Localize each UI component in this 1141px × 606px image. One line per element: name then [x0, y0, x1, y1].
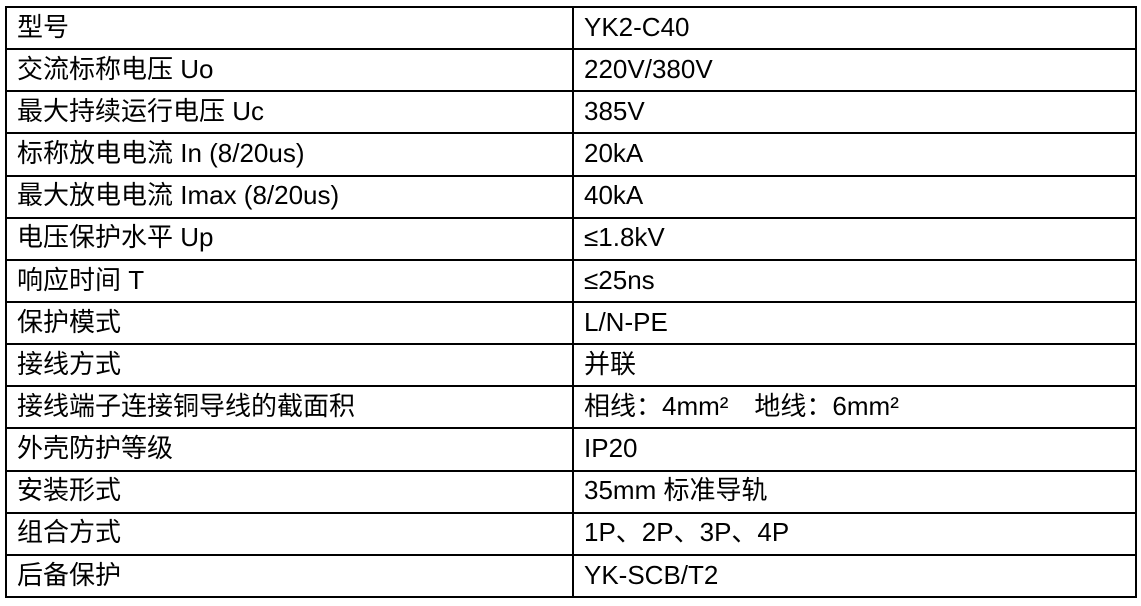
spec-label-cell: 型号 — [5, 5, 574, 51]
spec-label-cell: 电压保护水平 Up — [5, 216, 574, 261]
table-row: 接线方式 并联 — [5, 343, 1137, 388]
spec-label-cell: 交流标称电压 Uo — [5, 48, 574, 93]
spec-label-cell: 响应时间 T — [5, 258, 574, 303]
table-row: 组合方式 1P、2P、3P、4P — [5, 511, 1137, 556]
spec-value-cell: 220V/380V — [572, 48, 1137, 93]
spec-table: 型号 YK2-C40 交流标称电压 Uo 220V/380V 最大持续运行电压 … — [5, 5, 1137, 599]
spec-value-cell: 40kA — [572, 174, 1137, 219]
spec-label-cell: 外壳防护等级 — [5, 427, 574, 472]
spec-value-cell: 并联 — [572, 343, 1137, 388]
table-row: 型号 YK2-C40 — [5, 5, 1137, 51]
table-row: 安装形式 35mm 标准导轨 — [5, 469, 1137, 514]
spec-label-cell: 安装形式 — [5, 469, 574, 514]
spec-label-cell: 后备保护 — [5, 553, 574, 599]
spec-value-cell: 35mm 标准导轨 — [572, 469, 1137, 514]
table-row: 最大放电电流 Imax (8/20us) 40kA — [5, 174, 1137, 219]
spec-label-cell: 接线方式 — [5, 343, 574, 388]
table-row: 外壳防护等级 IP20 — [5, 427, 1137, 472]
spec-value-cell: L/N-PE — [572, 300, 1137, 346]
spec-value-cell: YK-SCB/T2 — [572, 553, 1137, 599]
spec-label-cell: 最大放电电流 Imax (8/20us) — [5, 174, 574, 219]
spec-value-cell: ≤25ns — [572, 258, 1137, 303]
spec-value-cell: 相线：4mm² 地线：6mm² — [572, 385, 1137, 430]
spec-value-cell: 20kA — [572, 132, 1137, 177]
spec-value-cell: YK2-C40 — [572, 5, 1137, 51]
spec-value-cell: ≤1.8kV — [572, 216, 1137, 261]
spec-value-cell: 385V — [572, 90, 1137, 135]
spec-value-cell: 1P、2P、3P、4P — [572, 511, 1137, 556]
spec-value-cell: IP20 — [572, 427, 1137, 472]
spec-label-cell: 保护模式 — [5, 300, 574, 346]
table-row: 保护模式 L/N-PE — [5, 300, 1137, 346]
table-row: 响应时间 T ≤25ns — [5, 258, 1137, 303]
table-row: 最大持续运行电压 Uc 385V — [5, 90, 1137, 135]
spec-label-cell: 最大持续运行电压 Uc — [5, 90, 574, 135]
spec-label-cell: 标称放电电流 In (8/20us) — [5, 132, 574, 177]
spec-label-cell: 组合方式 — [5, 511, 574, 556]
table-row: 接线端子连接铜导线的截面积 相线：4mm² 地线：6mm² — [5, 385, 1137, 430]
table-row: 电压保护水平 Up ≤1.8kV — [5, 216, 1137, 261]
table-row: 标称放电电流 In (8/20us) 20kA — [5, 132, 1137, 177]
spec-label-cell: 接线端子连接铜导线的截面积 — [5, 385, 574, 430]
table-row: 交流标称电压 Uo 220V/380V — [5, 48, 1137, 93]
table-row: 后备保护 YK-SCB/T2 — [5, 553, 1137, 599]
